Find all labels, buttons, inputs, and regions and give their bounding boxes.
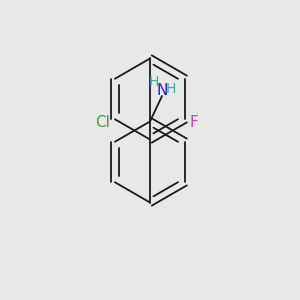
- Text: H: H: [148, 75, 159, 89]
- Text: N: N: [156, 83, 168, 98]
- Text: Cl: Cl: [95, 115, 110, 130]
- Text: H: H: [166, 82, 176, 96]
- Text: F: F: [190, 115, 198, 130]
